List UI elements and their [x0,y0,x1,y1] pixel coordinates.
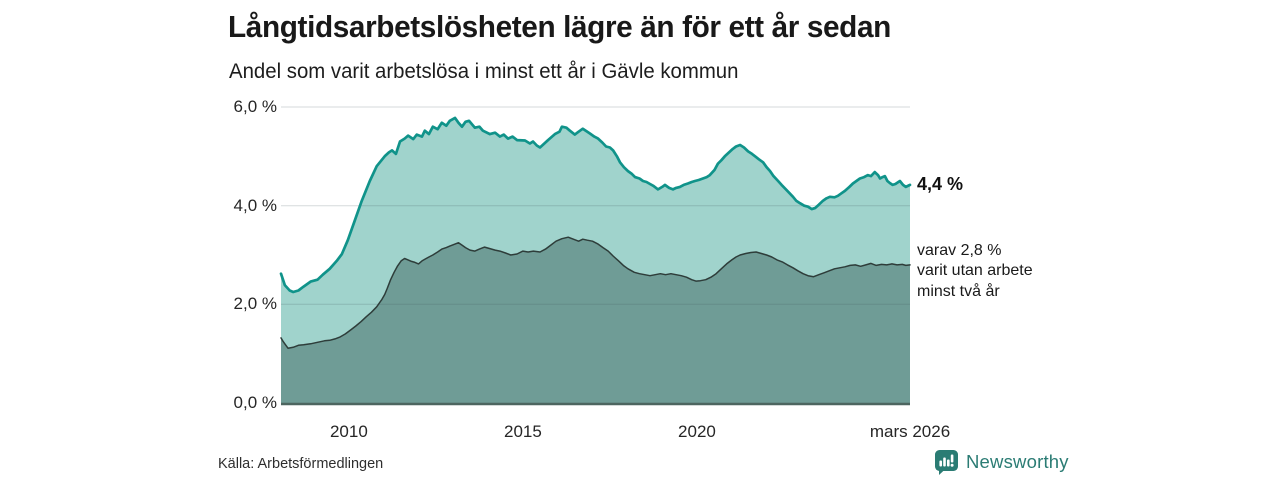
x-tick-label-2020: 2020 [678,422,716,441]
series-end-value-label: 4,4 % [917,174,964,194]
series-annotation-label: varav 2,8 % varit utan arbete minst två … [917,242,1033,300]
newsworthy-bar-chart-bubble-icon [935,450,958,475]
series-line-minst-ett-ar [279,116,912,294]
source-credit: Källa: Arbetsförmedlingen [218,456,384,472]
x-tick-label-mars-2026: mars 2026 [869,422,951,441]
chart-subtitle: Andel som varit arbetslösa i minst ett å… [229,60,739,83]
y-tick-label-0: 0,0 % [233,393,277,412]
newsworthy-logo-text: Newsworthy [966,451,1069,472]
x-tick-label-2010: 2010 [329,422,368,441]
x-tick-label-2015: 2015 [504,422,542,441]
y-tick-label-6: 6,0 % [233,97,277,116]
newsworthy-logo: Newsworthy [934,449,1069,475]
area-fill-minst-tva-ar [281,237,910,403]
y-tick-label-2: 2,0 % [233,294,277,314]
page-title: Långtidsarbetslösheten lägre än för ett … [228,9,891,44]
series-line-minst-tva-ar [280,236,911,349]
y-tick-label-4: 4,0 % [233,195,277,215]
